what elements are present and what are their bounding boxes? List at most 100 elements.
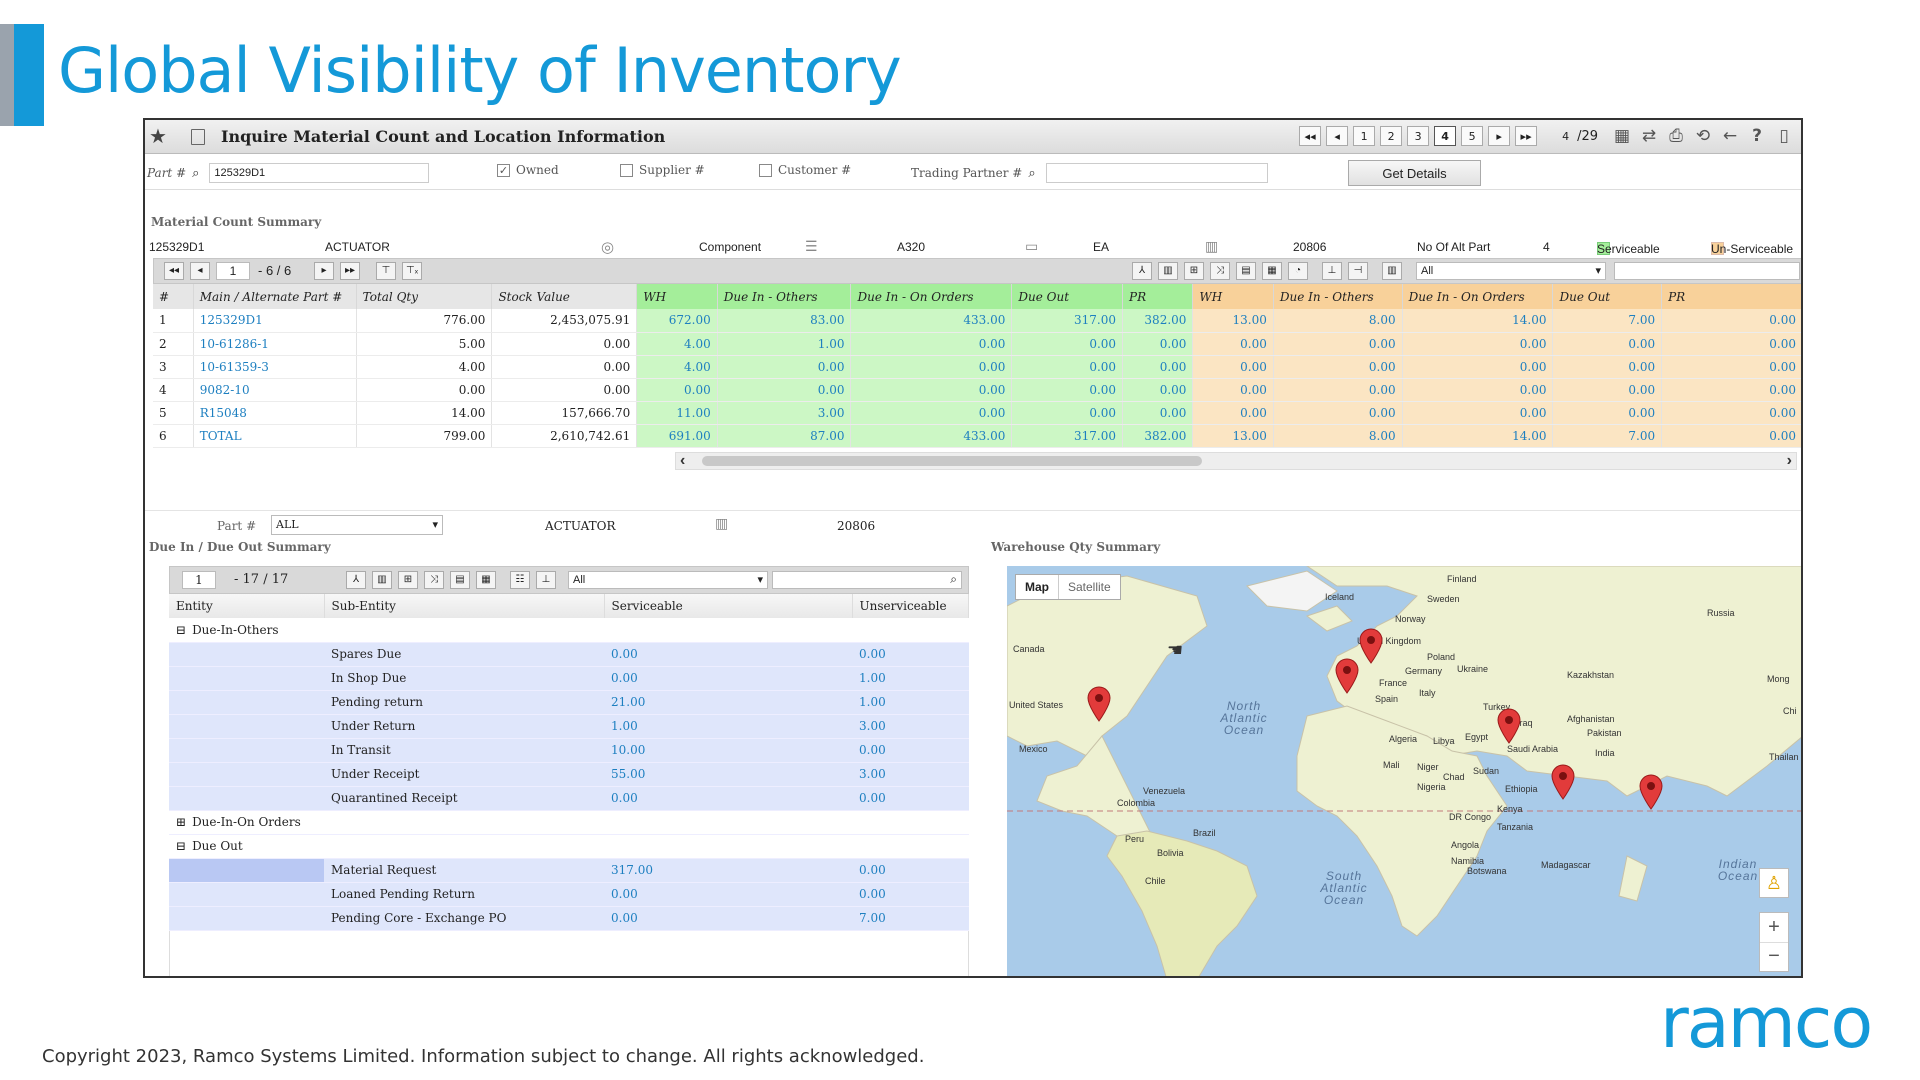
scrollbar-thumb[interactable] [702, 456, 1202, 466]
grid-first-button[interactable]: ◂◂ [164, 262, 184, 280]
restore-icon[interactable]: ▯ [1779, 126, 1789, 146]
col-header-due-out-unserviceable[interactable]: Due Out [1552, 284, 1663, 309]
map-marker-pin-icon[interactable] [1335, 658, 1359, 694]
favorite-star-icon[interactable]: ★ [149, 126, 167, 148]
chart-icon[interactable]: ▥ [1158, 262, 1178, 280]
col-header-due-in-others-serviceable[interactable]: Due In - Others [717, 284, 852, 309]
map-marker-pin-icon[interactable] [1087, 686, 1111, 722]
grid-search-input[interactable] [1614, 262, 1800, 280]
sub-entity-row[interactable]: Spares Due 0.00 0.00 [169, 642, 969, 667]
calendar-icon[interactable]: ▦ [1262, 262, 1282, 280]
map-marker-pin-icon[interactable] [1551, 764, 1575, 800]
grid-filter-select[interactable]: All ▾ [1416, 262, 1606, 280]
back-arrow-icon[interactable]: ← [1722, 126, 1738, 146]
col-header-stock-value[interactable]: Stock Value [491, 284, 638, 309]
save-view-icon[interactable]: ⊞ [398, 571, 418, 589]
freeze-column-icon[interactable]: ⊣ [1348, 262, 1368, 280]
street-view-pegman-icon[interactable]: ♙ [1759, 868, 1789, 898]
customer-checkbox[interactable] [759, 163, 772, 177]
part-link-cell[interactable]: R15048 [193, 401, 357, 425]
search-icon[interactable]: ⌕ [950, 572, 957, 586]
sub-entity-row[interactable]: Quarantined Receipt 0.00 0.00 [169, 786, 969, 811]
map-tab[interactable]: Map [1016, 575, 1059, 599]
excel-export-icon[interactable]: ▤ [450, 571, 470, 589]
supplier-checkbox[interactable] [620, 163, 633, 177]
group-icon[interactable]: ☷ [510, 571, 530, 589]
col-header-wh-serviceable[interactable]: WH [636, 284, 718, 309]
table-row[interactable]: 2 10-61286-1 5.00 0.00 4.00 1.00 0.00 0.00 0.00 0… [153, 332, 1801, 356]
grid-page-input[interactable]: 1 [216, 262, 250, 280]
trading-partner-search-icon[interactable]: ⌕ [1028, 165, 1036, 181]
pin-icon[interactable]: ⊥ [1322, 262, 1342, 280]
sub-entity-row[interactable]: Pending Core - Exchange PO 0.00 7.00 [169, 906, 969, 931]
collapse-icon[interactable]: ⊟ [176, 622, 187, 637]
part-link-cell[interactable]: 10-61286-1 [193, 332, 357, 356]
column-chooser-icon[interactable]: ▥ [1382, 262, 1402, 280]
owned-checkbox[interactable]: ✓ [497, 163, 510, 177]
sub-entity-row[interactable]: In Transit 10.00 0.00 [169, 738, 969, 763]
col-header-total-qty[interactable]: Total Qty [356, 284, 493, 309]
table-row[interactable]: 4 9082-10 0.00 0.00 0.00 0.00 0.00 0.00 0.00 0.00… [153, 378, 1801, 402]
satellite-tab[interactable]: Satellite [1068, 580, 1111, 594]
eye-icon[interactable]: ◎ [601, 239, 615, 256]
col-header-wh-unserviceable[interactable]: WH [1192, 284, 1274, 309]
col-header-due-out-serviceable[interactable]: Due Out [1011, 284, 1124, 309]
pie-chart-icon[interactable]: ◔ [1288, 262, 1308, 280]
group-row[interactable]: ⊟ Due-In-Others [169, 618, 969, 643]
warehouse-map[interactable]: Map Satellite Finland Sweden Iceland Norway… [1007, 566, 1801, 976]
part-link-cell[interactable]: 9082-10 [193, 378, 357, 402]
grid-last-button[interactable]: ▸▸ [340, 262, 360, 280]
current-page-input[interactable]: 4 [1562, 129, 1570, 143]
page-button-1[interactable]: 1 [1353, 126, 1376, 146]
print-icon[interactable]: ⎙ [1669, 126, 1683, 146]
filter-icon[interactable]: ⊤ [376, 262, 396, 280]
scroll-left-icon[interactable]: ‹ [680, 452, 686, 469]
shuffle-columns-icon[interactable]: ⤨ [1210, 262, 1230, 280]
col-header-index[interactable]: # [153, 284, 194, 309]
col-header-sub-entity[interactable]: Sub-Entity [324, 594, 605, 618]
save-view-icon[interactable]: ⊞ [1184, 262, 1204, 280]
zoom-out-button[interactable]: − [1768, 945, 1780, 967]
sub-entity-row[interactable]: In Shop Due 0.00 1.00 [169, 666, 969, 691]
part-link-cell[interactable]: TOTAL [193, 424, 357, 448]
col-header-pr-serviceable[interactable]: PR [1122, 284, 1194, 309]
horizontal-scrollbar[interactable]: ‹ › [675, 452, 1797, 470]
prev-page-button[interactable]: ◂ [1326, 126, 1349, 146]
refresh-icon[interactable]: ⟲ [1695, 126, 1711, 146]
pdf-export-icon[interactable]: ⅄ [1132, 262, 1152, 280]
page-button-3[interactable]: 3 [1407, 126, 1430, 146]
table-row[interactable]: 3 10-61359-3 4.00 0.00 4.00 0.00 0.00 0.00 0.00 0… [153, 355, 1801, 379]
pdf-export-icon[interactable]: ⅄ [346, 571, 366, 589]
page-button-2[interactable]: 2 [1380, 126, 1403, 146]
collapse-icon[interactable]: ⊟ [176, 839, 187, 853]
calculator-icon[interactable]: ▦ [1613, 126, 1631, 146]
sub-entity-row[interactable]: Under Receipt 55.00 3.00 [169, 762, 969, 787]
sub-entity-row[interactable]: Pending return 21.00 1.00 [169, 690, 969, 715]
map-marker-pin-icon[interactable] [1497, 708, 1521, 744]
col-header-due-in-others-unserviceable[interactable]: Due In - Others [1273, 284, 1403, 309]
due-grid-search-input[interactable]: ⌕ [772, 571, 962, 589]
zoom-in-button[interactable]: + [1760, 913, 1788, 943]
clear-filter-icon[interactable]: ⊤ₓ [402, 262, 422, 280]
sub-entity-row[interactable]: Loaned Pending Return 0.00 0.00 [169, 882, 969, 907]
part-search-icon[interactable]: ⌕ [192, 165, 200, 181]
first-page-button[interactable]: ◂◂ [1299, 126, 1322, 146]
trading-partner-input[interactable] [1045, 163, 1268, 183]
page-button-4[interactable]: 4 [1434, 126, 1457, 146]
sub-entity-row[interactable]: Under Return 1.00 3.00 [169, 714, 969, 739]
shuffle-columns-icon[interactable]: ⤨ [424, 571, 444, 589]
calendar-icon[interactable]: ▦ [476, 571, 496, 589]
pin-icon[interactable]: ⊥ [536, 571, 556, 589]
grid-prev-button[interactable]: ◂ [190, 262, 210, 280]
due-grid-filter-select[interactable]: All ▾ [568, 571, 768, 589]
group-row[interactable]: ⊞ Due-In-On Orders [169, 810, 969, 835]
due-grid-page-input[interactable]: 1 [182, 571, 216, 589]
map-marker-pin-icon[interactable] [1639, 774, 1663, 810]
col-header-due-in-orders-serviceable[interactable]: Due In - On Orders [850, 284, 1013, 309]
expand-icon[interactable]: ⊞ [176, 815, 187, 829]
sub-entity-row[interactable]: Material Request 317.00 0.00 [169, 858, 969, 883]
part-link-cell[interactable]: 10-61359-3 [193, 355, 357, 379]
col-header-entity[interactable]: Entity [169, 594, 325, 618]
table-row[interactable]: 5 R15048 14.00 157,666.70 11.00 3.00 0.00 0.00 0… [153, 401, 1801, 425]
last-page-button[interactable]: ▸▸ [1515, 126, 1538, 146]
